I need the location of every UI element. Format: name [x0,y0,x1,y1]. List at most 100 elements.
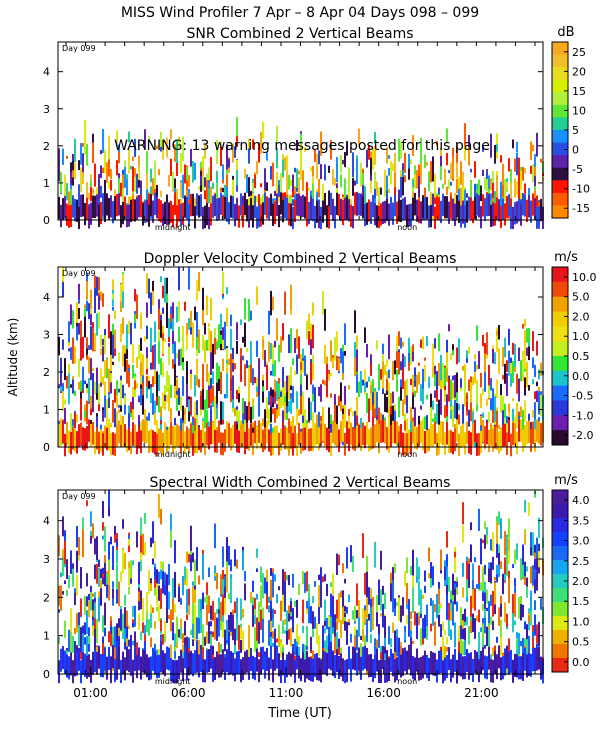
colorbar-tick-label: -0.5 [572,390,593,403]
doppler-velocity-panel: Doppler Velocity Combined 2 Vertical Bea… [6,250,597,459]
day-label: Day 099 [62,269,96,278]
colorbar-swatch [552,588,568,603]
colorbar-tick-label: 0 [572,144,579,157]
colorbar-swatch [552,518,568,533]
warning-text: WARNING: 13 warning messages posted for … [114,138,490,154]
time-axis-ticks: 01:00 06:00 11:00 16:00 21:00 [73,667,499,700]
colorbar-tick-label: 0.5 [572,350,590,363]
colorbar-swatch [552,205,568,219]
colorbar-swatch [552,400,568,416]
colorbar-swatch [552,130,568,144]
colorbar-swatch [552,267,568,283]
panel-title: SNR Combined 2 Vertical Beams [186,26,413,42]
colorbar-swatch [552,296,568,312]
midnight-label: midnight [155,223,191,232]
colorbar-swatch [552,560,568,575]
colorbar-swatch [552,430,568,446]
y-tick-label: 2 [43,140,50,153]
heatmap-field [58,267,544,457]
y-tick-label: 4 [43,515,50,528]
colorbar-swatch [552,180,568,194]
colorbar-swatch [552,415,568,431]
y-tick-label: 1 [43,404,50,417]
y-tick-label: 2 [43,366,50,379]
colorbar-swatch [552,370,568,387]
y-tick-label: 3 [43,553,50,566]
spectral-width-panel: Spectral Width Combined 2 Vertical Beams… [43,473,590,686]
colorbar-swatch [552,602,568,617]
y-tick-label: 3 [43,103,50,116]
colorbar-swatch [552,104,568,118]
colorbar-swatch [552,658,568,673]
y-tick-label: 1 [43,630,50,643]
colorbar-tick-label: 1.5 [572,595,590,608]
colorbar: 25 20 15 10 5 0 -5 -10 -15 [551,41,590,219]
heatmap-field [58,490,544,684]
colorbar-tick-label: -15 [572,202,590,215]
y-tick-label: 0 [43,214,50,227]
colorbar-swatch [552,326,568,342]
colorbar-tick-label: 10 [572,104,586,117]
colorbar-swatch [552,504,568,519]
noon-label: noon [397,450,417,459]
y-tick-label: 3 [43,329,50,342]
colorbar-tick-label: -10 [572,183,590,196]
colorbar-swatch [552,192,568,206]
colorbar: 10.0 5.0 2.0 1.0 0.5 0.0 -0.5 -1.0 -2.0 [551,266,597,446]
x-tick-label: 01:00 [73,686,108,700]
colorbar-swatch [552,167,568,181]
y-tick-label: 1 [43,177,50,190]
midnight-label: midnight [155,450,191,459]
colorbar-tick-label: 2.5 [572,555,590,568]
colorbar-tick-label: 25 [572,46,586,59]
colorbar-swatch [552,54,568,68]
colorbar-swatch [552,142,568,156]
colorbar-swatch [552,311,568,327]
colorbar-tick-label: 20 [572,65,586,78]
colorbar-tick-label: 1.0 [572,330,590,343]
x-axis-label: Time (UT) [267,706,332,721]
colorbar-swatch [552,92,568,106]
y-tick-label: 4 [43,66,50,79]
colorbar-tick-label: 0.0 [572,370,590,383]
day-label: Day 099 [62,44,96,53]
colorbar-tick-label: 5.0 [572,291,590,304]
colorbar-unit: m/s [554,250,578,265]
colorbar-unit: m/s [554,473,578,488]
noon-label: noon [397,223,417,232]
panel-title: Spectral Width Combined 2 Vertical Beams [150,475,451,491]
snr-panel: SNR Combined 2 Vertical Beams 0 1 2 3 4 Day 09… [43,25,590,232]
colorbar-swatch [552,546,568,561]
colorbar-tick-label: 3.0 [572,535,590,548]
colorbar-tick-label: 15 [572,85,586,98]
colorbar-swatch [552,644,568,659]
colorbar-swatch [552,574,568,589]
colorbar-tick-label: 4.0 [572,494,590,507]
x-tick-label: 16:00 [366,686,401,700]
colorbar-swatch [552,281,568,298]
heatmap-field [58,116,544,230]
colorbar-tick-label: 0.5 [572,636,590,649]
y-tick-label: 2 [43,591,50,604]
colorbar-tick-label: 2.0 [572,575,590,588]
day-label: Day 099 [62,492,96,501]
y-axis-label: Altitude (km) [6,318,20,397]
colorbar-swatch [552,490,568,505]
x-tick-label: 11:00 [269,686,304,700]
noon-label: noon [397,677,417,686]
colorbar-tick-label: -5 [572,163,583,176]
colorbar-swatch [552,385,568,401]
colorbar-swatch [552,341,568,357]
colorbar-tick-label: -1.0 [572,409,593,422]
x-tick-label: 21:00 [464,686,499,700]
colorbar-tick-label: 0.0 [572,656,590,669]
colorbar-swatch [552,356,568,372]
colorbar-tick-label: 3.5 [572,514,590,527]
x-tick-label: 06:00 [171,686,206,700]
colorbar-tick-label: 10.0 [572,271,597,284]
colorbar-tick-label: 5 [572,124,579,137]
y-tick-label: 4 [43,291,50,304]
colorbar-swatch [552,616,568,631]
y-tick-label: 0 [43,668,50,681]
